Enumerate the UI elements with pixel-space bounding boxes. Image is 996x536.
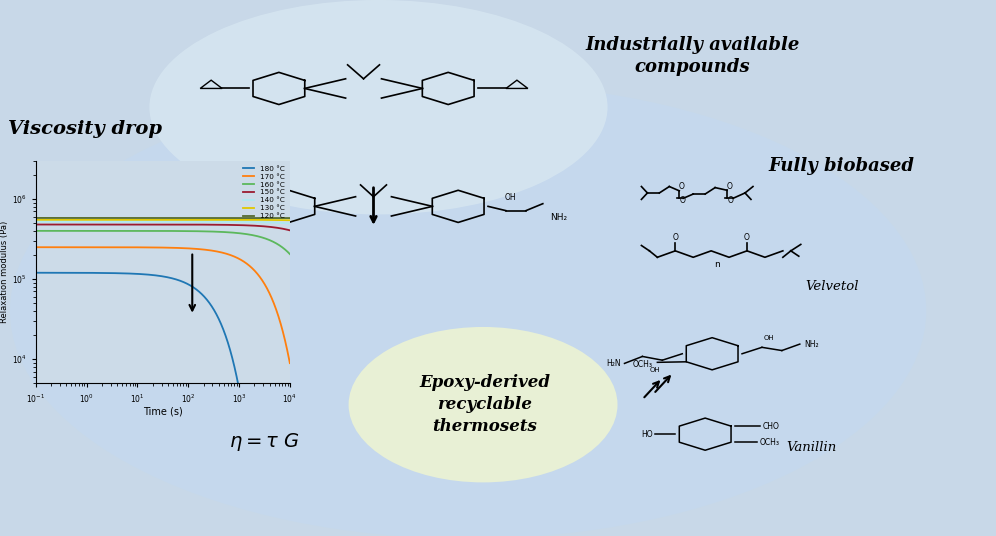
160 °C — [230, 229, 242, 236]
160 °C — [277, 244, 289, 251]
Line: 160 °C: 160 °C — [36, 231, 290, 254]
Y-axis label: Relaxation modulus (Pa): Relaxation modulus (Pa) — [0, 221, 9, 323]
130 °C — [146, 217, 158, 223]
130 °C — [276, 217, 288, 224]
180 °C — [43, 270, 55, 276]
160 °C — [30, 228, 42, 234]
160 °C — [146, 228, 158, 234]
170 °C — [153, 244, 165, 251]
Ellipse shape — [149, 0, 608, 214]
170 °C — [30, 244, 42, 250]
Text: NH₂: NH₂ — [550, 213, 567, 221]
120 °C — [277, 215, 289, 221]
120 °C — [43, 215, 55, 221]
130 °C — [43, 217, 55, 223]
160 °C — [153, 228, 165, 234]
150 °C — [153, 221, 165, 228]
180 °C — [230, 370, 242, 376]
150 °C — [30, 221, 42, 228]
140 °C — [277, 220, 289, 226]
150 °C — [276, 226, 288, 232]
140 °C — [153, 219, 165, 225]
160 °C — [276, 244, 288, 251]
Text: Fully biobased: Fully biobased — [769, 157, 914, 175]
Text: OH: OH — [764, 335, 774, 341]
Text: n: n — [714, 260, 720, 269]
140 °C — [230, 219, 242, 225]
Text: OH: OH — [650, 367, 660, 373]
120 °C — [230, 215, 242, 221]
140 °C — [146, 219, 158, 225]
170 °C — [146, 244, 158, 251]
140 °C — [284, 220, 296, 227]
120 °C — [153, 215, 165, 221]
Text: OH: OH — [504, 193, 516, 202]
170 °C — [277, 327, 289, 333]
130 °C — [153, 217, 165, 223]
Text: OCH₃: OCH₃ — [760, 438, 780, 446]
150 °C — [230, 222, 242, 228]
120 °C — [276, 215, 288, 221]
Text: OCH₃: OCH₃ — [632, 360, 652, 369]
Text: O: O — [727, 196, 733, 205]
Text: O: O — [672, 233, 678, 242]
Text: Vanillin: Vanillin — [787, 441, 837, 454]
Line: 180 °C: 180 °C — [36, 273, 247, 439]
Ellipse shape — [349, 327, 618, 482]
Text: OH: OH — [231, 193, 243, 202]
130 °C — [277, 217, 289, 224]
120 °C — [146, 215, 158, 221]
Text: HO: HO — [640, 430, 652, 438]
Text: CHO: CHO — [763, 422, 780, 430]
140 °C — [43, 219, 55, 225]
170 °C — [276, 326, 288, 333]
180 °C — [146, 272, 158, 278]
Text: $\mathit{\eta = \tau\ G}$: $\mathit{\eta = \tau\ G}$ — [229, 431, 299, 453]
130 °C — [230, 217, 242, 223]
150 °C — [43, 221, 55, 228]
Ellipse shape — [10, 83, 926, 536]
150 °C — [146, 221, 158, 228]
Text: Industrially available
compounds: Industrially available compounds — [585, 36, 800, 76]
120 °C — [284, 215, 296, 221]
Text: O: O — [744, 233, 750, 242]
Text: Epoxy-derived
recyclable
thermosets: Epoxy-derived recyclable thermosets — [419, 374, 551, 435]
170 °C — [43, 244, 55, 250]
160 °C — [284, 251, 296, 257]
Line: 170 °C: 170 °C — [36, 247, 290, 363]
Line: 150 °C: 150 °C — [36, 225, 290, 230]
Text: NH₂: NH₂ — [804, 340, 819, 348]
170 °C — [230, 254, 242, 260]
Text: O: O — [678, 182, 684, 191]
180 °C — [153, 273, 165, 279]
Text: Viscosity drop: Viscosity drop — [8, 120, 161, 138]
180 °C — [30, 270, 42, 276]
120 °C — [30, 215, 42, 221]
X-axis label: Time (s): Time (s) — [143, 406, 182, 416]
Text: O: O — [726, 182, 732, 191]
Text: Velvetol: Velvetol — [805, 280, 859, 293]
Legend: 180 °C, 170 °C, 160 °C, 150 °C, 140 °C, 130 °C, 120 °C: 180 °C, 170 °C, 160 °C, 150 °C, 140 °C, … — [242, 165, 286, 220]
Text: H₂N: H₂N — [606, 359, 621, 368]
150 °C — [284, 227, 296, 234]
140 °C — [30, 219, 42, 225]
Text: O: O — [679, 196, 685, 205]
Line: 140 °C: 140 °C — [36, 222, 290, 224]
150 °C — [277, 226, 289, 232]
Text: H₂N: H₂N — [182, 213, 199, 221]
160 °C — [43, 228, 55, 234]
130 °C — [30, 217, 42, 223]
130 °C — [284, 217, 296, 224]
140 °C — [276, 220, 288, 226]
170 °C — [284, 360, 296, 366]
